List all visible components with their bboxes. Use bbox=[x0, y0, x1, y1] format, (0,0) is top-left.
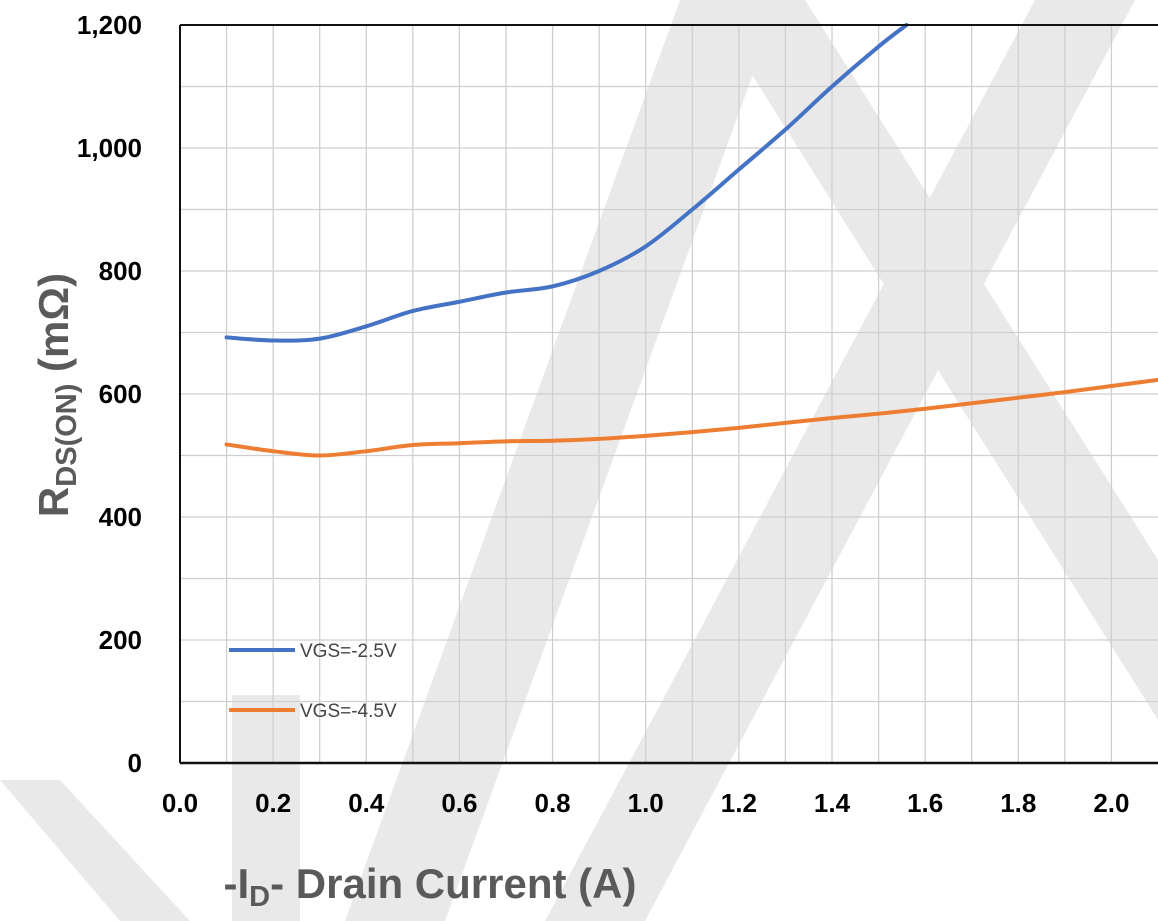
x-tick-label: 0.4 bbox=[348, 788, 385, 818]
x-tick-label: 2.0 bbox=[1093, 788, 1129, 818]
tick-labels: 0.0 0.2 0.4 0.6 0.8 1.0 1.2 1.4 1.6 1.8 2.0 0 200 400… bbox=[77, 10, 1130, 818]
series-line-1 bbox=[224, 23, 909, 343]
legend: VGS=-2.5V VGS=-4.5V bbox=[229, 641, 397, 722]
x-tick-label: 1.0 bbox=[628, 788, 664, 818]
plot-marks bbox=[224, 23, 1158, 458]
x-tick-label: 1.6 bbox=[907, 788, 943, 818]
x-tick-label: 0.8 bbox=[534, 788, 570, 818]
x-tick-label: 0.0 bbox=[162, 788, 198, 818]
y-tick-label: 600 bbox=[99, 379, 142, 409]
legend-label-1: VGS=-2.5V bbox=[300, 641, 397, 662]
y-tick-label: 400 bbox=[99, 502, 142, 532]
y-tick-label: 1,200 bbox=[77, 10, 142, 40]
legend-label-2: VGS=-4.5V bbox=[300, 701, 397, 722]
x-axis-title: -ID- Drain Current (A) bbox=[224, 860, 637, 913]
y-tick-label: 1,000 bbox=[77, 133, 142, 163]
x-tick-label: 1.8 bbox=[1000, 788, 1036, 818]
y-tick-label: 0 bbox=[128, 748, 142, 778]
y-tick-label: 800 bbox=[99, 256, 142, 286]
x-tick-label: 1.4 bbox=[814, 788, 851, 818]
x-tick-label: 1.2 bbox=[721, 788, 757, 818]
x-tick-label: 0.2 bbox=[255, 788, 291, 818]
y-axis-title: RDS(ON) (mΩ) bbox=[30, 273, 83, 517]
grid bbox=[180, 24, 1158, 763]
x-tick-label: 0.6 bbox=[441, 788, 477, 818]
series-line-2 bbox=[224, 377, 1158, 458]
axes bbox=[179, 24, 1158, 765]
y-tick-label: 200 bbox=[99, 625, 142, 655]
